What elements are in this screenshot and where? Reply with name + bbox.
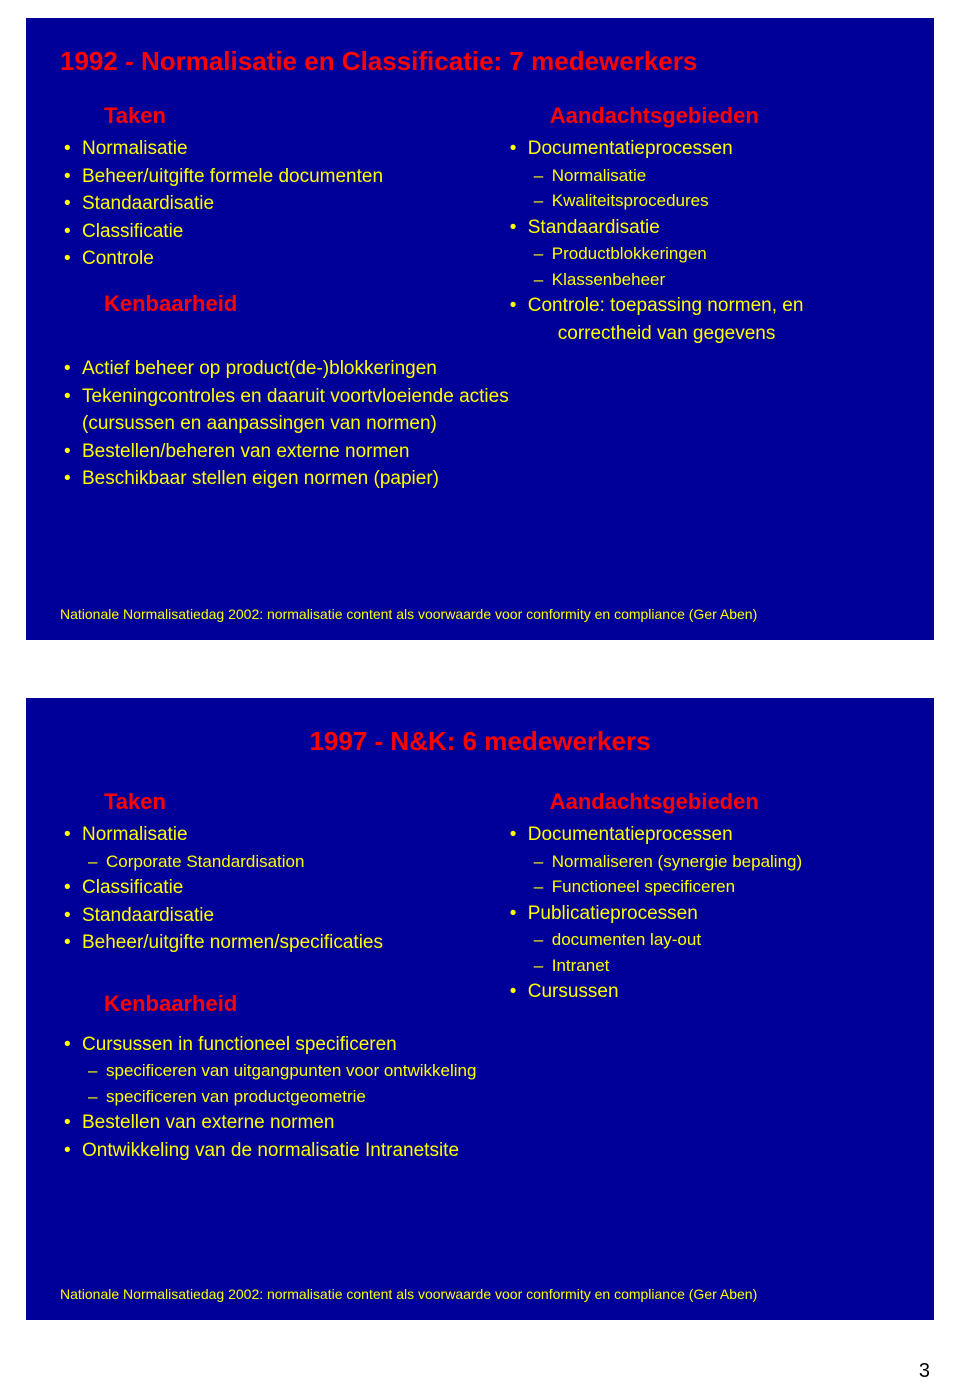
sub-item: Intranet — [528, 953, 900, 979]
sub-list: Normalisatie Kwaliteitsprocedures — [506, 163, 900, 214]
sub-list: Productblokkeringen Klassenbeheer — [506, 241, 900, 292]
list-item: Controle: toepassing normen, en — [506, 292, 900, 320]
slide1-columns: Taken Normalisatie Beheer/uitgifte forme… — [60, 101, 900, 347]
slide2-columns: Taken Normalisatie Corporate Standardisa… — [60, 787, 900, 1023]
sub-list: Corporate Standardisation — [60, 849, 496, 875]
list-item: Beheer/uitgifte formele documenten — [60, 163, 496, 191]
list-item: Actief beheer op product(de-)blokkeringe… — [60, 355, 900, 383]
list-item: Normalisatie — [60, 821, 496, 849]
list-item: Controle — [60, 245, 496, 273]
sub-item: Corporate Standardisation — [82, 849, 496, 875]
list-item: Normalisatie — [60, 135, 496, 163]
aandacht-list: Documentatieprocessen — [506, 135, 900, 163]
list-item: Documentatieprocessen — [506, 821, 900, 849]
list-item: Tekeningcontroles en daaruit voortvloeie… — [60, 383, 900, 411]
kenbaar-block: Actief beheer op product(de-)blokkeringe… — [60, 355, 900, 493]
sub-item: documenten lay-out — [528, 927, 900, 953]
slide1-title: 1992 - Normalisatie en Classificatie: 7 … — [60, 46, 900, 77]
slide-footer: Nationale Normalisatiedag 2002: normalis… — [60, 606, 900, 622]
cont-line: correctheid van gegevens — [506, 320, 900, 348]
sub-item: specificeren van uitgangpunten voor ontw… — [82, 1058, 900, 1084]
list-item: Bestellen/beheren van externe normen — [60, 438, 900, 466]
list-item: Cursussen — [506, 978, 900, 1006]
slide2-right-col: Aandachtsgebieden Documentatieprocessen … — [506, 787, 900, 1023]
sub-item: Functioneel specificeren — [528, 874, 900, 900]
kenbaarheid-heading: Kenbaarheid — [60, 991, 496, 1017]
sub-item: Klassenbeheer — [528, 267, 900, 293]
list-item: Classificatie — [60, 218, 496, 246]
list-item: Beschikbaar stellen eigen normen (papier… — [60, 465, 900, 493]
kenbaarheid-heading: Kenbaarheid — [60, 291, 496, 317]
taken-list: Classificatie Standaardisatie Beheer/uit… — [60, 874, 496, 957]
kenbaar-list: Actief beheer op product(de-)blokkeringe… — [60, 355, 900, 410]
page-number: 3 — [919, 1360, 930, 1383]
taken-list: Normalisatie — [60, 821, 496, 849]
sub-item: Normaliseren (synergie bepaling) — [528, 849, 900, 875]
cont-line: (cursussen en aanpassingen van normen) — [60, 410, 900, 438]
list-item: Classificatie — [60, 874, 496, 902]
taken-heading: Taken — [60, 103, 496, 129]
aandacht-heading: Aandachtsgebieden — [506, 789, 900, 815]
sub-list: specificeren van uitgangpunten voor ontw… — [60, 1058, 900, 1109]
slide1-left-col: Taken Normalisatie Beheer/uitgifte forme… — [60, 101, 496, 347]
sub-item: specificeren van productgeometrie — [82, 1084, 900, 1110]
list-item: Standaardisatie — [60, 902, 496, 930]
taken-list: Normalisatie Beheer/uitgifte formele doc… — [60, 135, 496, 273]
sub-list: Normaliseren (synergie bepaling) Functio… — [506, 849, 900, 900]
list-item: Beheer/uitgifte normen/specificaties — [60, 929, 496, 957]
aandacht-list: Standaardisatie — [506, 214, 900, 242]
aandacht-list: Cursussen — [506, 978, 900, 1006]
slide2-title: 1997 - N&K: 6 medewerkers — [60, 726, 900, 757]
slide1-right-col: Aandachtsgebieden Documentatieprocessen … — [506, 101, 900, 347]
kenbaar-list: Bestellen van externe normen Ontwikkelin… — [60, 1109, 900, 1164]
slide2-left-col: Taken Normalisatie Corporate Standardisa… — [60, 787, 496, 1023]
slide-1997: 1997 - N&K: 6 medewerkers Taken Normalis… — [26, 698, 934, 1320]
slide-footer: Nationale Normalisatiedag 2002: normalis… — [60, 1286, 900, 1302]
sub-item: Normalisatie — [528, 163, 900, 189]
kenbaar-list: Cursussen in functioneel specificeren — [60, 1031, 900, 1059]
list-item: Publicatieprocessen — [506, 900, 900, 928]
sub-item: Kwaliteitsprocedures — [528, 188, 900, 214]
taken-heading: Taken — [60, 789, 496, 815]
kenbaar-list: Bestellen/beheren van externe normen Bes… — [60, 438, 900, 493]
aandacht-list: Controle: toepassing normen, en — [506, 292, 900, 320]
list-item: Documentatieprocessen — [506, 135, 900, 163]
slide-1992: 1992 - Normalisatie en Classificatie: 7 … — [26, 18, 934, 640]
aandacht-list: Documentatieprocessen — [506, 821, 900, 849]
sub-list: documenten lay-out Intranet — [506, 927, 900, 978]
list-item: Standaardisatie — [60, 190, 496, 218]
page-container: 1992 - Normalisatie en Classificatie: 7 … — [0, 0, 960, 1397]
list-item: Ontwikkeling van de normalisatie Intrane… — [60, 1137, 900, 1165]
list-item: Cursussen in functioneel specificeren — [60, 1031, 900, 1059]
list-item: Bestellen van externe normen — [60, 1109, 900, 1137]
sub-item: Productblokkeringen — [528, 241, 900, 267]
aandacht-heading: Aandachtsgebieden — [506, 103, 900, 129]
kenbaar-block: Cursussen in functioneel specificeren sp… — [60, 1031, 900, 1165]
aandacht-list: Publicatieprocessen — [506, 900, 900, 928]
list-item: Standaardisatie — [506, 214, 900, 242]
